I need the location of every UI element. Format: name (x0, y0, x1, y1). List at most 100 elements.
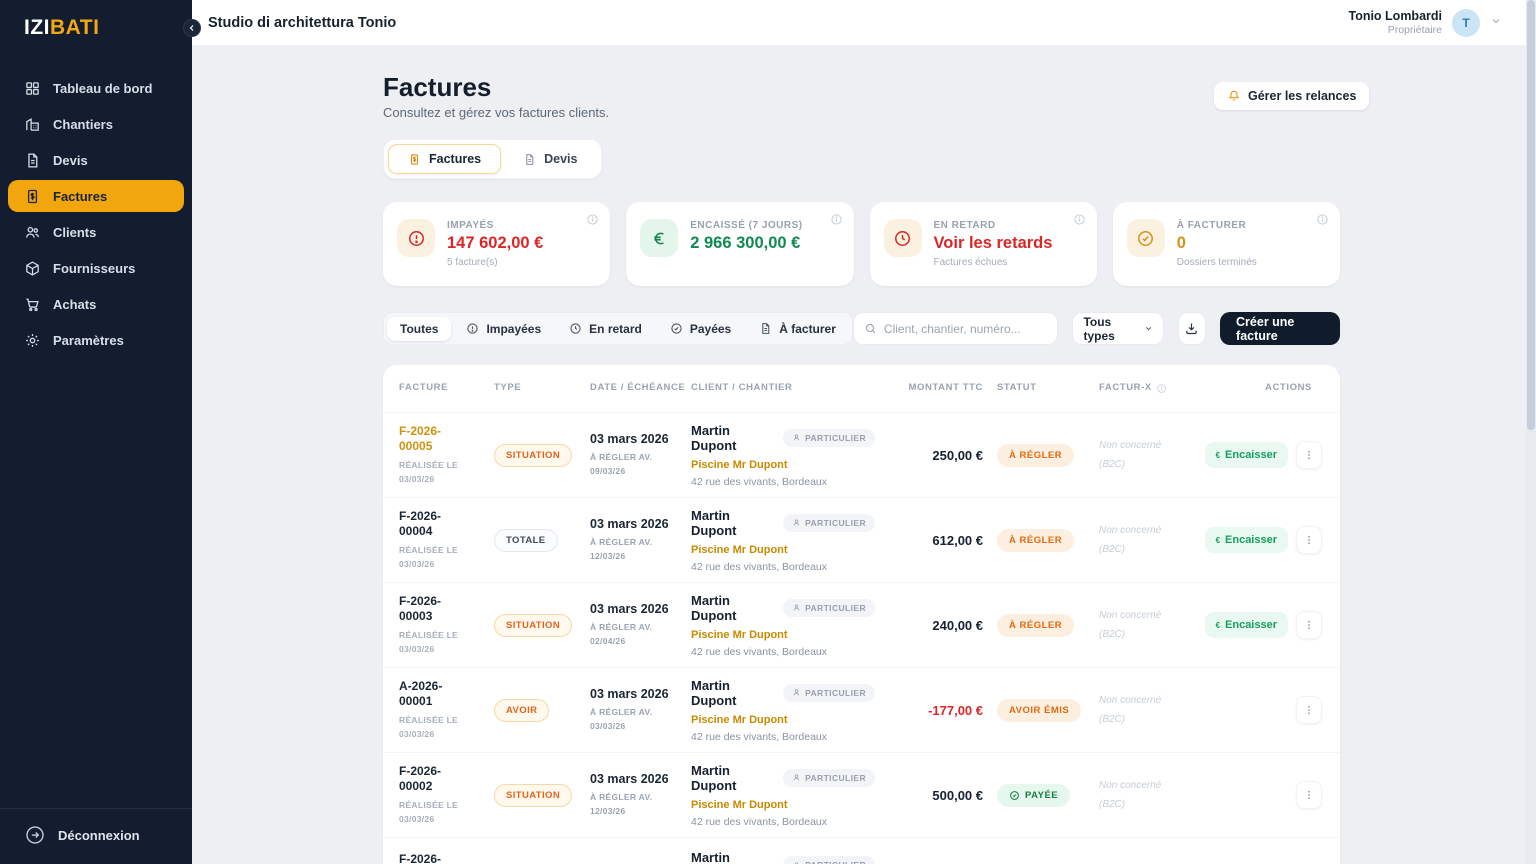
sidebar-item-tableau-de-bord[interactable]: Tableau de bord (8, 72, 184, 104)
cart-icon (26, 298, 39, 311)
type-filter-value: Tous types (1083, 314, 1115, 343)
invoice-number-link[interactable]: F-2026-00004 (399, 508, 442, 539)
tab-factures[interactable]: Factures (388, 144, 502, 174)
view-switcher: Factures Devis (383, 139, 603, 179)
invoice-number-link[interactable]: F-2026-00003 (399, 593, 442, 624)
client-type-badge: PARTICULIER (783, 856, 875, 864)
stat-card-en-retard[interactable]: EN RETARD Voir les retards Factures échu… (869, 202, 1097, 286)
stat-label: ENCAISSÉ (7 JOURS) (690, 220, 803, 231)
invoice-date: 03 mars 2026 (590, 686, 669, 701)
status-filter-tabs: Toutes Impayées En retard Payées À factu… (383, 312, 853, 345)
sidebar-collapse-button[interactable] (183, 19, 201, 37)
filter-tab-impayees[interactable]: Impayées (453, 317, 554, 341)
type-badge: SITUATION (494, 613, 573, 637)
sidebar-item-parametres[interactable]: Paramètres (8, 324, 184, 356)
logout-label: Déconnexion (58, 827, 140, 843)
euro-icon: € (1215, 450, 1221, 460)
due-date: 12/03/26 (590, 551, 626, 561)
euro-icon: € (1215, 620, 1221, 630)
info-icon[interactable] (830, 213, 843, 231)
row-menu-button[interactable] (1296, 611, 1322, 639)
avatar[interactable]: T (1452, 9, 1480, 37)
person-icon (793, 434, 800, 441)
info-icon[interactable] (586, 213, 599, 231)
type-badge: TOTALE (494, 528, 558, 552)
window-scrollbar[interactable] (1526, 0, 1536, 864)
clock-icon (570, 323, 581, 334)
project-address: 42 rue des vivants, Bordeaux (691, 475, 827, 488)
filter-row: Toutes Impayées En retard Payées À factu… (383, 312, 1340, 345)
stat-body: IMPAYÉS 147 602,00 € 5 facture(s) (447, 216, 543, 286)
user-menu[interactable]: Tonio Lombardi Propriétaire T (1348, 0, 1502, 46)
stat-label: EN RETARD (933, 220, 996, 231)
info-icon[interactable] (1156, 383, 1167, 394)
row-menu-button[interactable] (1296, 781, 1322, 809)
row-menu-button[interactable] (1296, 441, 1322, 469)
clock-icon (883, 219, 922, 257)
table-row[interactable]: F-2026-00003 RÉALISÉE LE 03/03/26 SITUATI… (383, 582, 1340, 667)
sidebar-item-devis[interactable]: Devis (8, 144, 184, 176)
sidebar-item-achats[interactable]: Achats (8, 288, 184, 320)
invoice-date: 03 mars 2026 (590, 431, 669, 446)
encaisser-button[interactable]: € Encaisser (1204, 442, 1288, 468)
info-icon[interactable] (1316, 213, 1329, 231)
logo-part-2: BATI (50, 16, 100, 39)
due-label: À RÉGLER AV. (590, 706, 653, 717)
logout-button[interactable]: Déconnexion (0, 808, 192, 864)
filter-tab-en-retard[interactable]: En retard (556, 317, 655, 341)
info-icon[interactable] (1073, 213, 1086, 231)
table-row[interactable]: F-2026-00002 RÉALISÉE LE 03/03/26 SITUATI… (383, 752, 1340, 837)
encaisser-button[interactable]: € Encaisser (1204, 612, 1288, 638)
realized-label: RÉALISÉE LE (399, 545, 459, 555)
document-icon (28, 152, 38, 168)
invoice-number-link[interactable]: F-2026-00002 (399, 763, 442, 794)
column-header-facturx: FACTUR-X (1099, 381, 1169, 395)
dots-vertical-icon (1308, 450, 1310, 460)
amount-ttc: -177,00 € (928, 702, 983, 718)
invoice-number-link[interactable]: A-2026-00001 (399, 678, 443, 709)
project-address: 42 rue des vivants, Bordeaux (691, 645, 827, 658)
invoice-number-link[interactable]: F-2026-00005 (399, 423, 442, 454)
status-badge: À RÉGLER (997, 613, 1075, 637)
sidebar-item-clients[interactable]: Clients (8, 216, 184, 248)
amount-ttc: 500,00 € (932, 787, 983, 803)
row-menu-button[interactable] (1296, 696, 1322, 724)
search-input[interactable] (883, 321, 1048, 336)
project-name[interactable]: Piscine Mr Dupont (691, 628, 788, 641)
encaisser-label: Encaisser (1225, 449, 1277, 461)
filter-tab-payees[interactable]: Payées (657, 317, 744, 341)
project-name[interactable]: Piscine Mr Dupont (691, 713, 788, 726)
project-name[interactable]: Piscine Mr Dupont (691, 458, 788, 471)
project-name[interactable]: Piscine Mr Dupont (691, 798, 788, 811)
filter-tab-toutes[interactable]: Toutes (387, 316, 452, 341)
table-row[interactable]: F-2026-00004 RÉALISÉE LE 03/03/26 TOTALE … (383, 497, 1340, 582)
manage-reminders-button[interactable]: Gérer les relances (1214, 82, 1370, 110)
scrollbar-thumb[interactable] (1527, 0, 1535, 430)
export-button[interactable] (1177, 312, 1207, 345)
type-badge: AVOIR (494, 698, 550, 722)
create-invoice-button[interactable]: Créer une facture (1220, 312, 1340, 345)
stat-value-link[interactable]: Voir les retards (933, 234, 1053, 252)
stat-card-impayes[interactable]: IMPAYÉS 147 602,00 € 5 facture(s) (383, 202, 611, 286)
filter-tab-a-facturer[interactable]: À facturer (746, 317, 849, 341)
dots-vertical-icon (1308, 705, 1310, 715)
status-badge: PAYÉE (997, 783, 1071, 807)
document-icon (762, 323, 770, 334)
chevron-down-icon[interactable] (1490, 14, 1502, 32)
sidebar-item-fournisseurs[interactable]: Fournisseurs (8, 252, 184, 284)
table-row[interactable]: A-2026-00001 RÉALISÉE LE 03/03/26 AVOIR 0… (383, 667, 1340, 752)
stat-card-a-facturer[interactable]: À FACTURER 0 Dossiers terminés (1112, 202, 1340, 286)
row-menu-button[interactable] (1296, 526, 1322, 554)
sidebar-item-factures[interactable]: Factures (8, 180, 184, 212)
sidebar-item-chantiers[interactable]: Chantiers (8, 108, 184, 140)
tab-label: Devis (544, 152, 578, 166)
invoice-number-link[interactable]: F-2026- (399, 852, 442, 864)
project-name[interactable]: Piscine Mr Dupont (691, 543, 788, 556)
search-icon (865, 323, 876, 334)
stat-card-encaisse[interactable]: ENCAISSÉ (7 JOURS) 2 966 300,00 € (626, 202, 854, 286)
tab-devis[interactable]: Devis (503, 144, 597, 174)
encaisser-button[interactable]: € Encaisser (1204, 527, 1288, 553)
table-row[interactable]: F-2026- Martin Dupont PARTICULIER (383, 837, 1340, 864)
table-row[interactable]: F-2026-00005 RÉALISÉE LE 03/03/26 SITUATI… (383, 412, 1340, 497)
type-filter-select[interactable]: Tous types (1072, 312, 1164, 345)
